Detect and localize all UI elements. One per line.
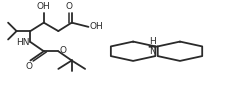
Text: H: H [148,37,155,46]
Text: O: O [26,62,33,71]
Text: N: N [148,47,155,56]
Text: O: O [59,46,66,55]
Text: O: O [66,2,73,11]
Text: OH: OH [37,2,50,11]
Text: OH: OH [89,22,103,31]
Text: HN: HN [16,37,29,46]
